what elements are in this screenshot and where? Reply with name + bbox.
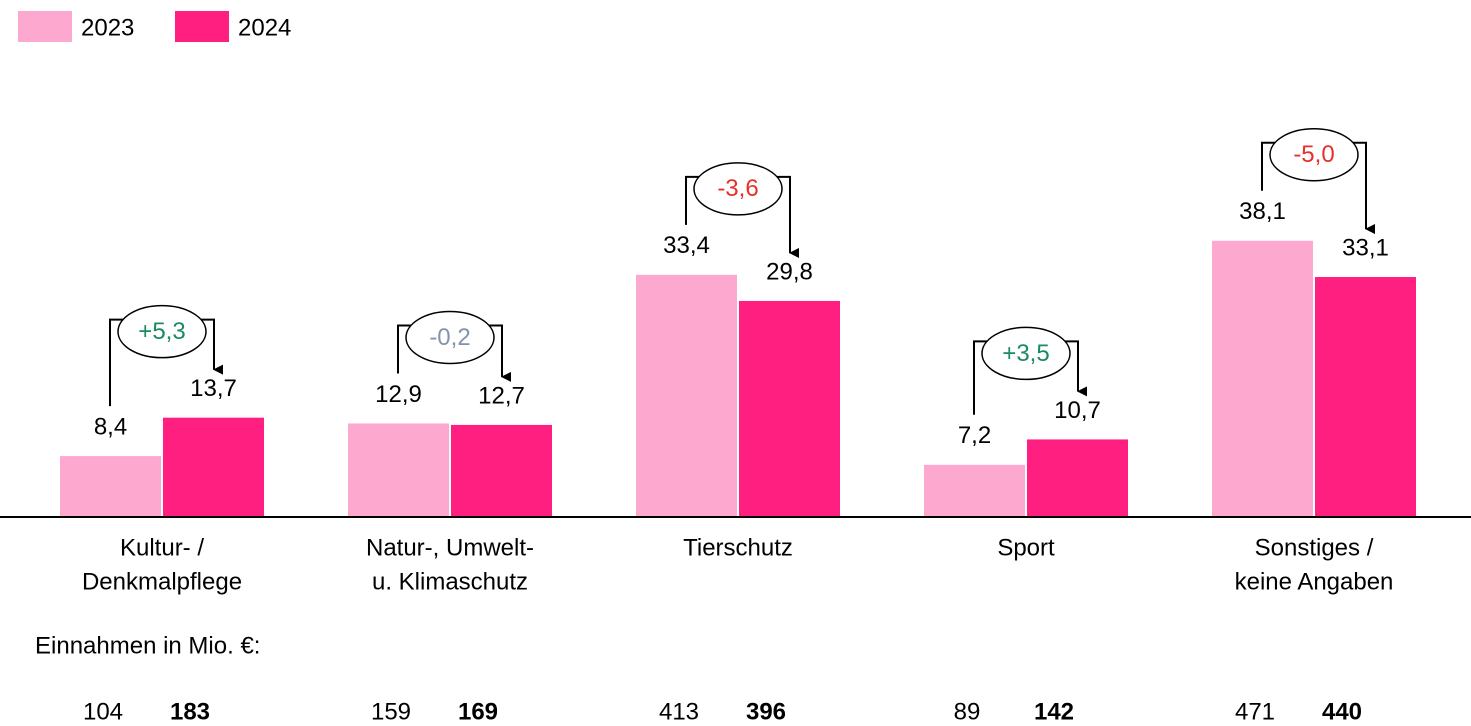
value-label: 29,8 bbox=[766, 258, 813, 285]
value-label: 33,4 bbox=[663, 232, 710, 259]
x-tick-label: Denkmalpflege bbox=[82, 568, 242, 595]
bar bbox=[636, 274, 737, 517]
x-tick-label: Sonstiges / bbox=[1255, 534, 1374, 561]
bar bbox=[1315, 277, 1416, 517]
x-tick-label: Tierschutz bbox=[683, 534, 793, 561]
change-bubble bbox=[405, 310, 495, 365]
x-tick-label: Sport bbox=[997, 534, 1055, 561]
value-label: 8,4 bbox=[94, 413, 127, 440]
value-label: 38,1 bbox=[1239, 198, 1286, 225]
change-label: -3,6 bbox=[717, 175, 758, 202]
legend-swatch bbox=[18, 11, 72, 42]
x-tick-label: keine Angaben bbox=[1235, 568, 1394, 595]
bar bbox=[739, 300, 840, 517]
income-value: 142 bbox=[1034, 698, 1074, 725]
income-label: Einnahmen in Mio. €: bbox=[35, 632, 260, 659]
x-tick-label: Natur-, Umwelt- bbox=[366, 534, 534, 561]
x-tick-label: u. Klimaschutz bbox=[372, 568, 528, 595]
income-value: 413 bbox=[659, 698, 699, 725]
legend-swatch bbox=[175, 11, 229, 42]
income-value: 396 bbox=[746, 698, 786, 725]
income-value: 183 bbox=[170, 698, 210, 725]
value-label: 7,2 bbox=[958, 422, 991, 449]
change-bubble bbox=[981, 326, 1071, 381]
value-label: 33,1 bbox=[1342, 234, 1389, 261]
change-bubble bbox=[693, 162, 783, 216]
change-label: +3,5 bbox=[1002, 340, 1049, 367]
x-tick-label: Kultur- / bbox=[120, 534, 204, 561]
income-value: 471 bbox=[1235, 698, 1275, 725]
legend-label: 2023 bbox=[81, 14, 134, 41]
change-label: +5,3 bbox=[138, 318, 185, 345]
change-label: -5,0 bbox=[1293, 141, 1334, 168]
bar bbox=[348, 423, 449, 517]
bar bbox=[451, 424, 552, 517]
income-value: 104 bbox=[83, 698, 123, 725]
change-bubble bbox=[117, 304, 207, 359]
value-label: 12,9 bbox=[375, 381, 422, 408]
bar bbox=[1212, 240, 1313, 517]
bar bbox=[163, 417, 264, 517]
value-label: 10,7 bbox=[1054, 397, 1101, 424]
bar bbox=[60, 456, 161, 517]
bar bbox=[924, 464, 1025, 517]
income-value: 89 bbox=[954, 698, 981, 725]
value-label: 13,7 bbox=[190, 375, 237, 402]
income-value: 159 bbox=[371, 698, 411, 725]
change-bubble bbox=[1269, 128, 1359, 182]
value-label: 12,7 bbox=[478, 382, 525, 409]
income-value: 440 bbox=[1322, 698, 1362, 725]
change-label: -0,2 bbox=[429, 324, 470, 351]
income-value: 169 bbox=[458, 698, 498, 725]
legend-label: 2024 bbox=[238, 14, 291, 41]
bar bbox=[1027, 439, 1128, 517]
